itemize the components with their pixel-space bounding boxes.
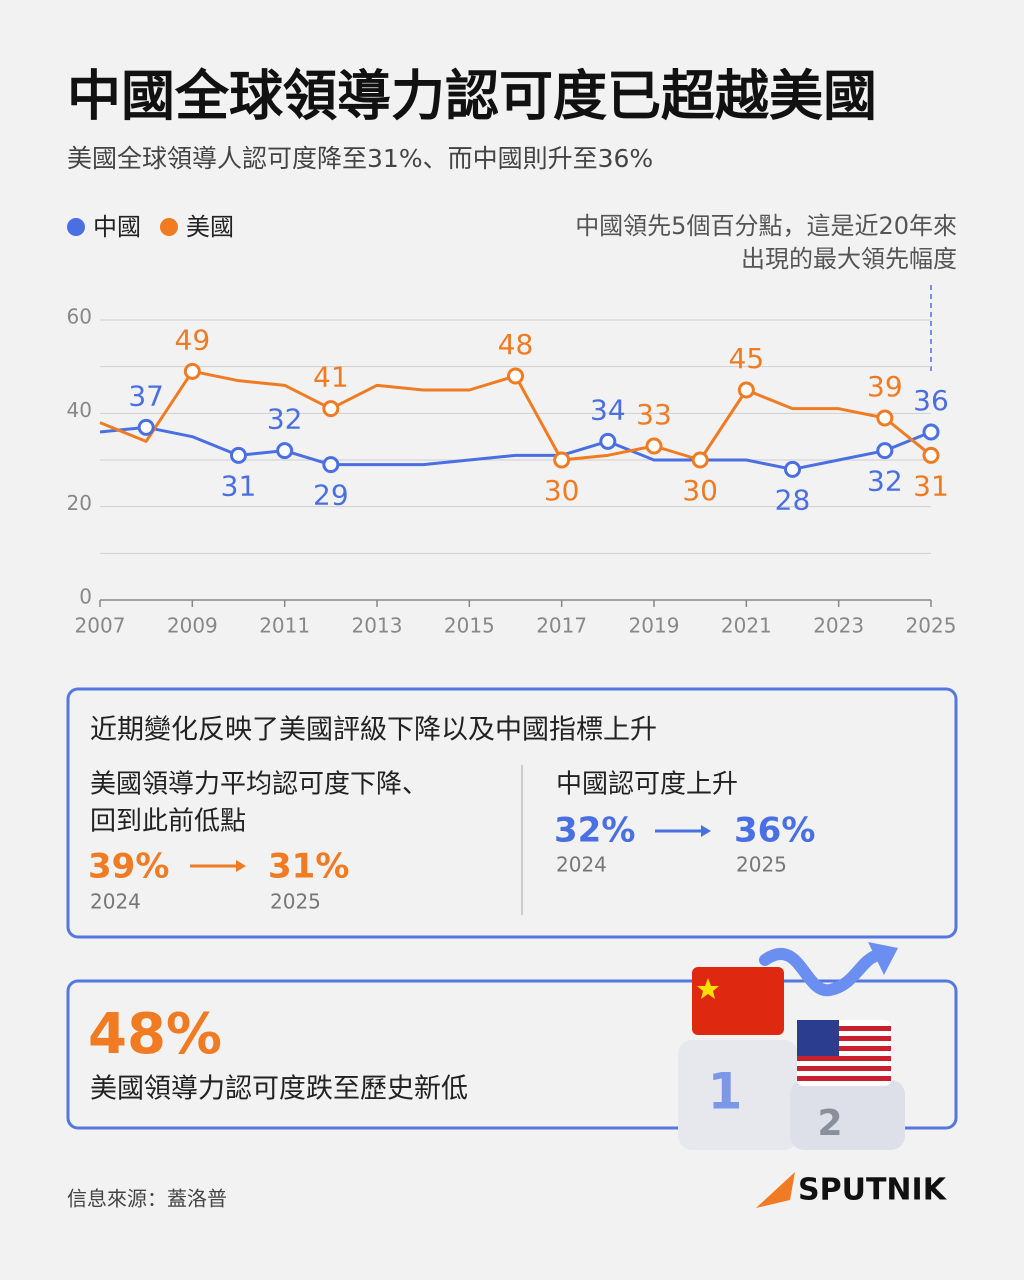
data-label: 32 bbox=[867, 465, 903, 498]
point-marker bbox=[183, 362, 201, 380]
year: 2025 bbox=[270, 890, 321, 914]
data-label: 30 bbox=[682, 474, 718, 507]
x-tick-label: 2015 bbox=[444, 614, 495, 638]
arrow-head bbox=[701, 825, 711, 837]
annotation: 中國領先5個百分點，這是近20年來 bbox=[575, 212, 957, 240]
highlight-box bbox=[66, 979, 958, 1130]
data-label: 31 bbox=[913, 469, 949, 502]
point-marker bbox=[922, 446, 940, 464]
point-marker bbox=[645, 437, 663, 455]
point-marker bbox=[737, 381, 755, 399]
data-label: 29 bbox=[313, 479, 349, 512]
subtitle: 美國全球領導人認可度降至31%、而中國則升至36% bbox=[67, 144, 653, 173]
x-tick-label: 2007 bbox=[75, 614, 126, 638]
data-label: 39 bbox=[867, 370, 903, 403]
data-label: 31 bbox=[221, 469, 257, 502]
y-tick-label: 20 bbox=[67, 491, 92, 515]
point-marker bbox=[322, 456, 340, 474]
point-marker bbox=[599, 432, 617, 450]
y-tick-label: 0 bbox=[79, 585, 92, 609]
data-label: 49 bbox=[175, 323, 211, 356]
podium-illustration: 1 2 bbox=[678, 942, 905, 1150]
stat: 39% bbox=[88, 847, 169, 887]
y-tick-label: 60 bbox=[67, 305, 92, 329]
arrow-head bbox=[236, 860, 246, 872]
title: 中國全球領導力認可度已超越美國 bbox=[67, 65, 877, 128]
panel: 近期變化反映了美國評級下降以及中國指標上升 美國領導力平均認可度下降、 回到此前… bbox=[66, 687, 958, 939]
legend-label: 美國 bbox=[186, 213, 234, 241]
x-tick-label: 2011 bbox=[259, 614, 310, 638]
point-marker bbox=[553, 451, 571, 469]
flag-canton bbox=[797, 1020, 839, 1056]
x-tick-label: 2013 bbox=[352, 614, 403, 638]
flag-china bbox=[692, 967, 784, 1035]
point-marker bbox=[507, 367, 524, 385]
panel-box bbox=[66, 687, 958, 939]
data-label: 48 bbox=[498, 328, 534, 361]
flag-stripes bbox=[797, 1026, 891, 1081]
legend-label: 中國 bbox=[93, 213, 141, 241]
point-marker bbox=[784, 460, 801, 478]
data-label: 36 bbox=[913, 384, 949, 417]
x-tick-label: 2025 bbox=[906, 614, 957, 638]
highlight-value: 48% bbox=[88, 1002, 222, 1067]
data-label: 30 bbox=[544, 474, 580, 507]
point-marker bbox=[322, 400, 340, 418]
podium-step bbox=[678, 1040, 798, 1150]
data-label: 41 bbox=[313, 361, 349, 394]
annotation: 出現的最大領先幅度 bbox=[741, 245, 957, 273]
year: 2025 bbox=[736, 853, 787, 877]
panel-text: 中國認可度上升 bbox=[556, 770, 738, 800]
data-label: 37 bbox=[128, 379, 164, 412]
podium-number: 2 bbox=[817, 1103, 842, 1144]
podium-step bbox=[790, 1080, 905, 1150]
brand: SPUTNIK bbox=[798, 1173, 948, 1208]
y-tick-label: 40 bbox=[67, 398, 92, 422]
point-marker bbox=[922, 423, 940, 441]
flag-star bbox=[697, 978, 719, 999]
stat: 31% bbox=[268, 847, 349, 887]
highlight-text: 美國領導力認可度跌至歷史新低 bbox=[90, 1074, 468, 1105]
data-label: 34 bbox=[590, 393, 626, 426]
x-tick-label: 2017 bbox=[536, 614, 587, 638]
source: 信息來源：蓋洛普 bbox=[67, 1187, 227, 1211]
point-marker bbox=[137, 418, 155, 436]
highlight: 48% 美國領導力認可度跌至歷史新低 1 2 bbox=[66, 942, 958, 1150]
point-marker bbox=[276, 442, 294, 460]
trend-arrow-head bbox=[868, 942, 898, 975]
data-label: 32 bbox=[267, 403, 303, 436]
data-label: 45 bbox=[729, 342, 765, 375]
year: 2024 bbox=[556, 853, 607, 877]
data-label: 28 bbox=[775, 483, 811, 516]
stat: 36% bbox=[734, 811, 815, 851]
podium-number: 1 bbox=[708, 1063, 743, 1121]
trend-arrow bbox=[759, 947, 884, 997]
year: 2024 bbox=[90, 890, 141, 914]
panel-text: 回到此前低點 bbox=[90, 807, 246, 837]
legend-marker bbox=[67, 218, 85, 236]
x-tick-label: 2021 bbox=[721, 614, 772, 638]
point-marker bbox=[876, 409, 894, 427]
panel-text: 美國領導力平均認可度下降、 bbox=[90, 770, 428, 800]
point-marker bbox=[230, 446, 247, 464]
x-tick-label: 2019 bbox=[629, 614, 680, 638]
stat: 32% bbox=[554, 811, 635, 851]
legend-marker bbox=[160, 218, 178, 236]
point-marker bbox=[876, 442, 894, 460]
point-marker bbox=[691, 451, 709, 469]
data-label: 33 bbox=[636, 398, 672, 431]
panel-heading: 近期變化反映了美國評級下降以及中國指標上升 bbox=[90, 715, 657, 746]
brand-logo bbox=[756, 1172, 795, 1208]
x-tick-label: 2009 bbox=[167, 614, 218, 638]
x-tick-label: 2023 bbox=[813, 614, 864, 638]
